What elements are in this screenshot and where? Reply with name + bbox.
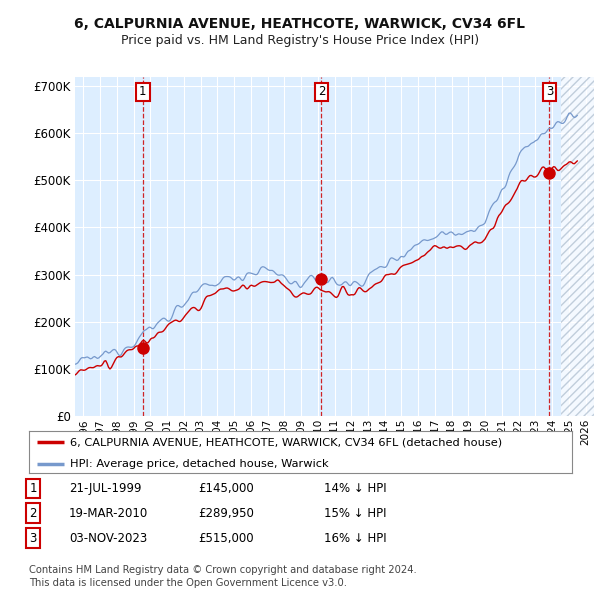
Bar — [560, 77, 594, 416]
Text: 2: 2 — [317, 86, 325, 99]
Text: 03-NOV-2023: 03-NOV-2023 — [69, 532, 147, 545]
Text: HPI: Average price, detached house, Warwick: HPI: Average price, detached house, Warw… — [70, 459, 328, 469]
Text: Price paid vs. HM Land Registry's House Price Index (HPI): Price paid vs. HM Land Registry's House … — [121, 34, 479, 47]
Text: 16% ↓ HPI: 16% ↓ HPI — [324, 532, 386, 545]
Text: 3: 3 — [546, 86, 553, 99]
Text: 21-JUL-1999: 21-JUL-1999 — [69, 482, 142, 495]
Text: 15% ↓ HPI: 15% ↓ HPI — [324, 507, 386, 520]
Text: £289,950: £289,950 — [198, 507, 254, 520]
Text: Contains HM Land Registry data © Crown copyright and database right 2024.
This d: Contains HM Land Registry data © Crown c… — [29, 565, 416, 588]
Text: 6, CALPURNIA AVENUE, HEATHCOTE, WARWICK, CV34 6FL (detached house): 6, CALPURNIA AVENUE, HEATHCOTE, WARWICK,… — [70, 437, 502, 447]
Text: 6, CALPURNIA AVENUE, HEATHCOTE, WARWICK, CV34 6FL: 6, CALPURNIA AVENUE, HEATHCOTE, WARWICK,… — [74, 17, 526, 31]
Text: 19-MAR-2010: 19-MAR-2010 — [69, 507, 148, 520]
Text: 1: 1 — [29, 482, 37, 495]
Text: 3: 3 — [29, 532, 37, 545]
Text: 1: 1 — [139, 86, 146, 99]
Text: £515,000: £515,000 — [198, 532, 254, 545]
Text: £145,000: £145,000 — [198, 482, 254, 495]
Text: 14% ↓ HPI: 14% ↓ HPI — [324, 482, 386, 495]
Text: 2: 2 — [29, 507, 37, 520]
